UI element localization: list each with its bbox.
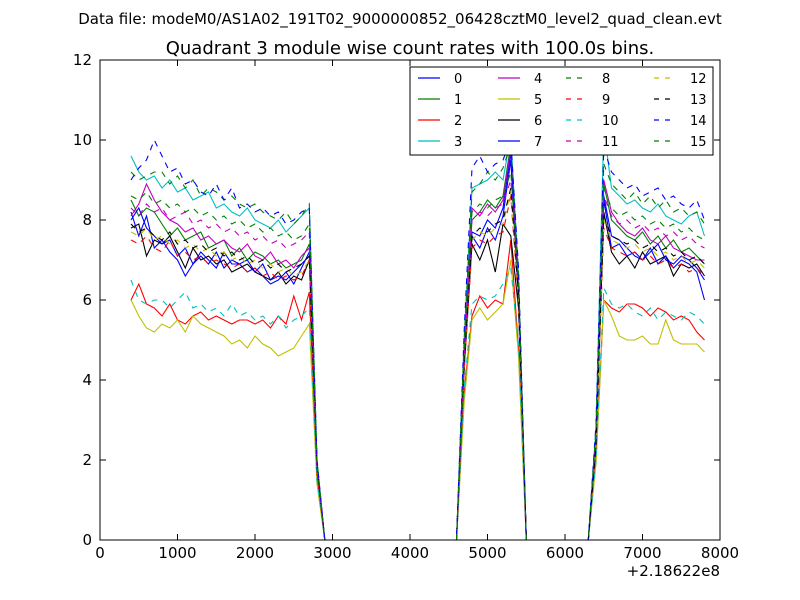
legend-label-6: 6 [534,114,542,129]
x-axis: 0 1000 2000 3000 4000 5000 6000 7000 8000 [95,60,739,562]
legend-label-5: 5 [534,93,542,108]
y-tick-label: 6 [82,291,92,309]
legend-label-9: 9 [602,93,610,108]
legend-label-7: 7 [534,135,542,150]
legend-label-0: 0 [454,72,462,87]
series-line-13 [130,187,705,540]
series-layer [130,127,706,540]
x-tick-label: 0 [95,544,105,562]
series-line-6 [130,211,705,540]
series-line-7 [130,159,706,540]
legend-label-4: 4 [534,72,542,87]
y-tick-label: 2 [82,451,92,469]
series-line-8 [130,143,705,540]
legend-label-3: 3 [454,135,462,150]
y-tick-label: 10 [73,131,92,149]
x-tick-label: 5000 [468,544,506,562]
legend-label-8: 8 [602,72,610,87]
legend-label-13: 13 [690,93,707,108]
x-tick-label: 3000 [313,544,351,562]
legend-label-1: 1 [454,93,462,108]
series-line-14 [130,138,706,540]
series-line-1 [130,143,705,540]
series-line-2 [130,239,705,540]
y-tick-label: 8 [82,211,92,229]
legend-label-15: 15 [690,135,707,150]
chart-suptitle: Data file: modeM0/AS1A02_191T02_90000008… [78,10,722,29]
x-tick-label: 8000 [701,544,739,562]
x-tick-label: 1000 [158,544,196,562]
x-offset-label: +2.18622e8 [627,562,720,580]
legend-label-14: 14 [690,114,707,129]
series-line-0 [130,151,705,540]
legend-label-12: 12 [690,72,707,87]
series-line-3 [130,127,706,540]
series-line-4 [130,147,705,540]
y-tick-label: 12 [73,51,92,69]
x-tick-label: 2000 [236,544,274,562]
x-tick-label: 4000 [391,544,429,562]
legend-label-11: 11 [602,135,619,150]
legend-frame [409,66,714,156]
series-line-9 [130,195,705,540]
series-line-5 [130,259,705,540]
x-tick-label: 6000 [546,544,584,562]
series-line-11 [130,179,705,540]
series-line-12 [130,191,705,540]
x-tick-label: 7000 [623,544,661,562]
series-line-10 [130,266,705,540]
chart-title: Quadrant 3 module wise count rates with … [166,38,655,59]
y-tick-label: 0 [82,531,92,549]
legend-label-2: 2 [454,114,462,129]
y-tick-label: 4 [82,371,92,389]
legend-label-10: 10 [602,114,619,129]
